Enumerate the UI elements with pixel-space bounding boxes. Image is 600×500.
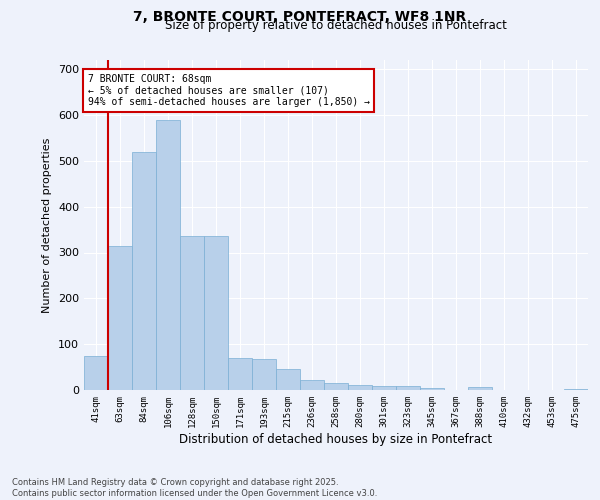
Bar [396,386,420,390]
Text: Contains HM Land Registry data © Crown copyright and database right 2025.
Contai: Contains HM Land Registry data © Crown c… [12,478,377,498]
Text: 7 BRONTE COURT: 68sqm
← 5% of detached houses are smaller (107)
94% of semi-deta: 7 BRONTE COURT: 68sqm ← 5% of detached h… [88,74,370,107]
Bar [180,236,204,390]
Text: 7, BRONTE COURT, PONTEFRACT, WF8 1NR: 7, BRONTE COURT, PONTEFRACT, WF8 1NR [133,10,467,24]
Bar [324,383,348,390]
Bar [228,358,252,390]
Title: Size of property relative to detached houses in Pontefract: Size of property relative to detached ho… [165,20,507,32]
Bar [564,389,588,390]
Bar [276,370,300,390]
Bar [204,236,228,390]
X-axis label: Distribution of detached houses by size in Pontefract: Distribution of detached houses by size … [179,432,493,446]
Bar [132,152,156,390]
Bar [348,386,372,390]
Y-axis label: Number of detached properties: Number of detached properties [43,138,52,312]
Bar [372,386,396,390]
Bar [468,387,492,390]
Bar [252,359,276,390]
Bar [300,380,324,390]
Bar [420,388,444,390]
Bar [84,356,108,390]
Bar [108,246,132,390]
Bar [156,120,180,390]
